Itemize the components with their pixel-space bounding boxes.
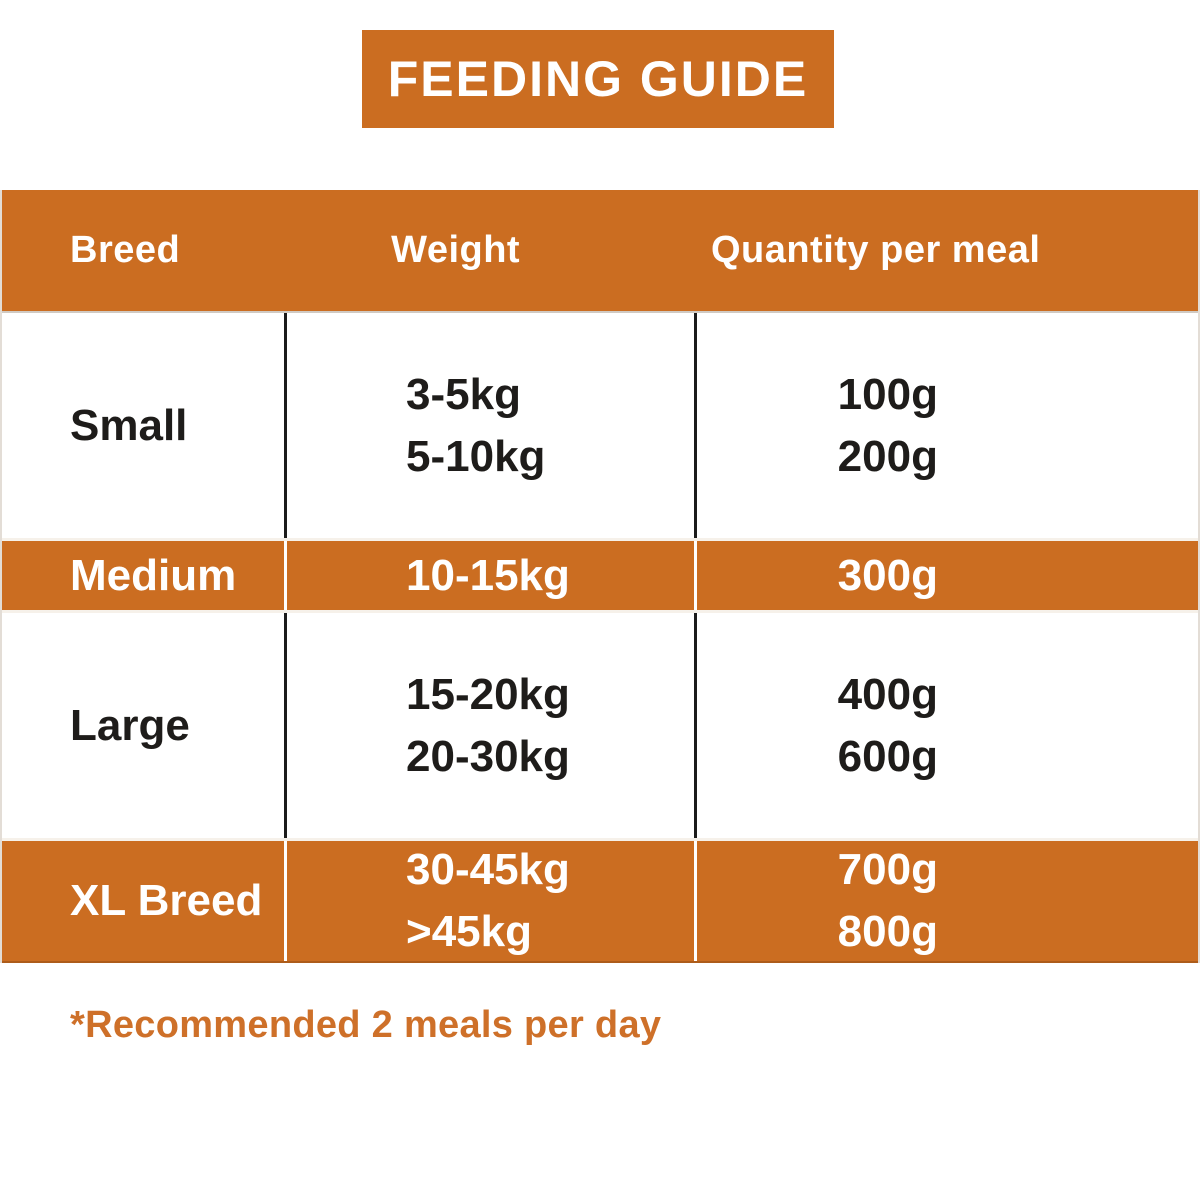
quantity-cell: 400g 600g: [693, 613, 1198, 838]
header-weight: Weight: [391, 229, 521, 271]
header-breed: Breed: [70, 229, 181, 271]
quantity-cell: 300g: [693, 541, 1198, 610]
table-row-medium: Medium 10-15kg 300g: [2, 538, 1198, 613]
weight-cell: 30-45kg >45kg: [284, 841, 694, 961]
breed-cell: Medium: [70, 550, 237, 600]
weight-cell: 3-5kg 5-10kg: [284, 313, 694, 538]
weight-cell: 10-15kg: [284, 541, 694, 610]
table-row-large: Large 15-20kg 20-30kg 400g 600g: [2, 613, 1198, 838]
quantity-cell: 700g 800g: [693, 841, 1198, 961]
header-quantity: Quantity per meal: [710, 229, 1041, 271]
table-row-xl-breed: XL Breed 30-45kg >45kg 700g 800g: [2, 838, 1198, 963]
breed-cell: Small: [70, 400, 188, 450]
title-banner: FEEDING GUIDE: [362, 30, 834, 128]
feeding-table: Breed Weight Quantity per meal Small 3-5…: [0, 190, 1200, 963]
footnote: *Recommended 2 meals per day: [70, 1004, 662, 1046]
weight-cell: 15-20kg 20-30kg: [284, 613, 694, 838]
breed-cell: Large: [70, 700, 190, 750]
breed-cell: XL Breed: [70, 876, 263, 925]
table-header-row: Breed Weight Quantity per meal: [2, 190, 1198, 313]
quantity-cell: 100g 200g: [693, 313, 1198, 538]
page-title: FEEDING GUIDE: [387, 51, 809, 107]
table-row-small: Small 3-5kg 5-10kg 100g 200g: [2, 313, 1198, 538]
